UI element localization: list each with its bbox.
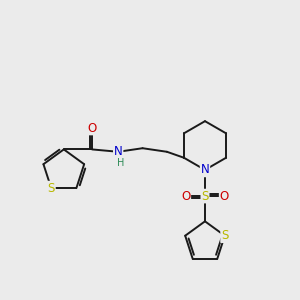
Text: H: H — [117, 158, 124, 168]
Text: O: O — [181, 190, 190, 202]
Text: O: O — [87, 122, 97, 134]
Text: N: N — [114, 145, 123, 158]
Text: N: N — [201, 164, 209, 176]
Text: S: S — [47, 182, 55, 195]
Text: S: S — [221, 229, 229, 242]
Text: O: O — [220, 190, 229, 202]
Text: S: S — [201, 190, 209, 202]
